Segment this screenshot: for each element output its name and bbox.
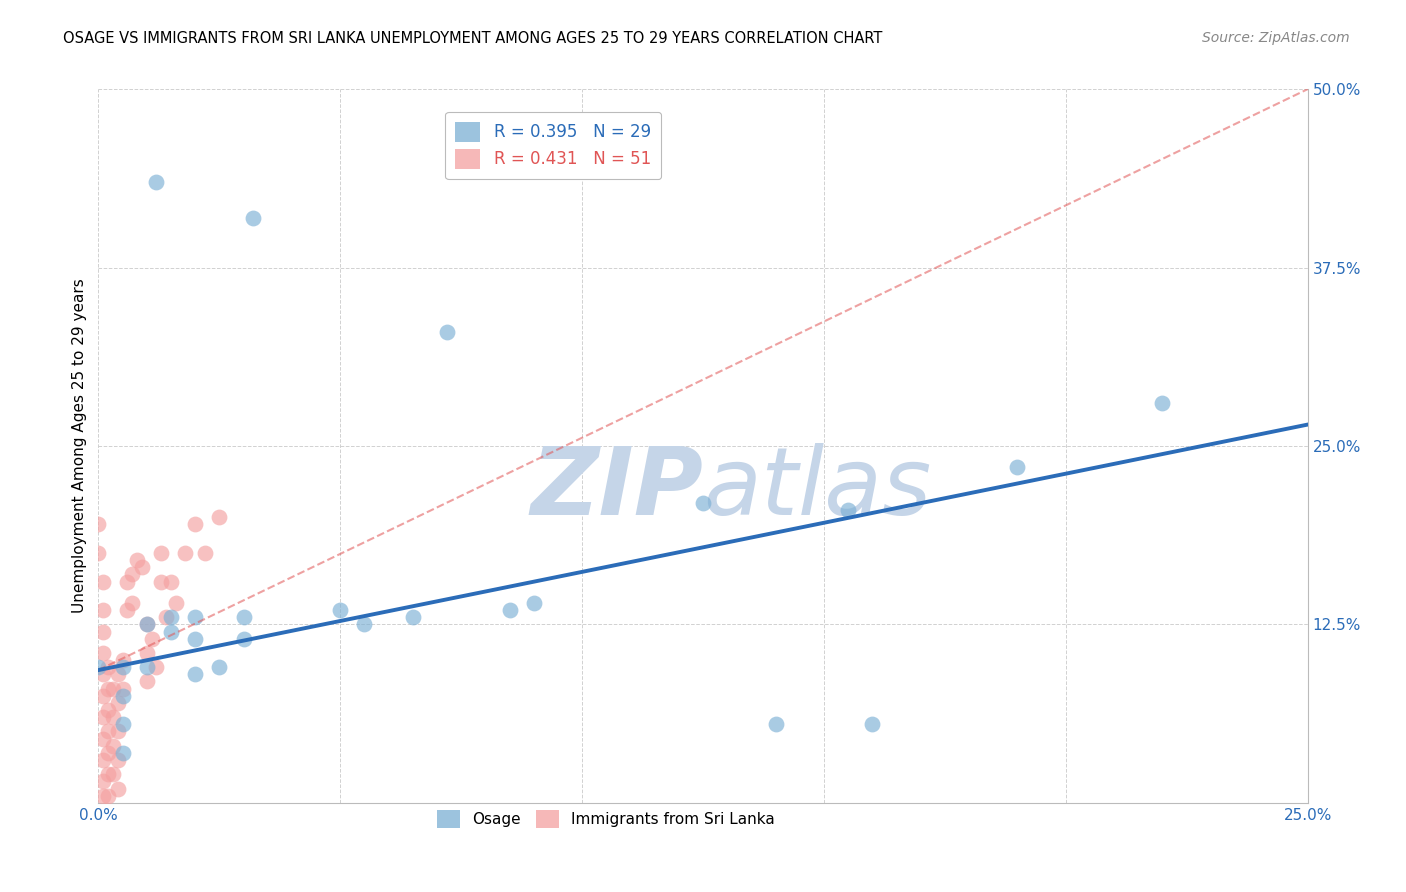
Point (194, 546, 217, 560)
Point (131, 560, 153, 574)
Point (174, 546, 197, 560)
Point (208, 510, 231, 524)
Point (127, 553, 149, 567)
Point (91, 689, 114, 703)
Point (91, 574, 114, 589)
Point (91, 667, 114, 681)
Point (135, 660, 157, 674)
Point (184, 610, 207, 624)
Point (232, 632, 254, 646)
Point (160, 610, 183, 624)
Point (184, 667, 207, 681)
Point (97, 681, 120, 696)
Point (111, 717, 134, 731)
Point (155, 610, 177, 624)
Point (101, 739, 124, 753)
Point (107, 781, 129, 796)
Point (111, 660, 134, 674)
Point (765, 717, 787, 731)
Point (523, 596, 546, 610)
Point (101, 681, 124, 696)
Point (353, 617, 375, 632)
Point (107, 696, 129, 710)
Point (232, 610, 254, 624)
Point (498, 603, 520, 617)
Point (121, 596, 143, 610)
Point (87, 546, 110, 560)
Point (141, 632, 163, 646)
Y-axis label: Unemployment Among Ages 25 to 29 years: Unemployment Among Ages 25 to 29 years (72, 278, 87, 614)
Point (97, 746, 120, 760)
Point (1007, 460, 1029, 475)
Point (97, 789, 120, 803)
Point (111, 689, 134, 703)
Point (111, 681, 134, 696)
Point (860, 717, 883, 731)
Point (150, 546, 173, 560)
Point (107, 667, 129, 681)
Point (160, 574, 183, 589)
Point (91, 603, 114, 617)
Point (1152, 396, 1174, 410)
Point (101, 710, 124, 724)
Point (111, 746, 134, 760)
Point (165, 596, 187, 610)
Point (242, 211, 264, 225)
Text: OSAGE VS IMMIGRANTS FROM SRI LANKA UNEMPLOYMENT AMONG AGES 25 TO 29 YEARS CORREL: OSAGE VS IMMIGRANTS FROM SRI LANKA UNEMP… (63, 31, 883, 46)
Point (91, 624, 114, 639)
Point (101, 767, 124, 781)
Text: atlas: atlas (703, 443, 931, 534)
Point (837, 503, 859, 517)
Point (117, 574, 139, 589)
Point (184, 632, 207, 646)
Point (184, 517, 207, 532)
Point (107, 724, 129, 739)
Point (107, 753, 129, 767)
Point (91, 753, 114, 767)
Point (121, 567, 143, 582)
Point (402, 610, 425, 624)
Point (150, 574, 173, 589)
Point (145, 175, 167, 189)
Point (91, 774, 114, 789)
Point (160, 624, 183, 639)
Legend: Osage, Immigrants from Sri Lanka: Osage, Immigrants from Sri Lanka (432, 804, 782, 834)
Point (97, 703, 120, 717)
Point (135, 646, 157, 660)
Point (87, 660, 110, 674)
Text: Source: ZipAtlas.com: Source: ZipAtlas.com (1202, 31, 1350, 45)
Point (91, 731, 114, 746)
Point (87, 517, 110, 532)
Point (111, 653, 134, 667)
Point (135, 617, 157, 632)
Point (329, 603, 352, 617)
Point (208, 660, 231, 674)
Point (97, 767, 120, 781)
Text: ZIP: ZIP (530, 442, 703, 535)
Point (135, 617, 157, 632)
Point (91, 789, 114, 803)
Point (117, 603, 139, 617)
Point (91, 710, 114, 724)
Point (145, 660, 167, 674)
Point (97, 660, 120, 674)
Point (91, 646, 114, 660)
Point (692, 496, 714, 510)
Point (436, 325, 458, 339)
Point (97, 724, 120, 739)
Point (135, 674, 157, 689)
